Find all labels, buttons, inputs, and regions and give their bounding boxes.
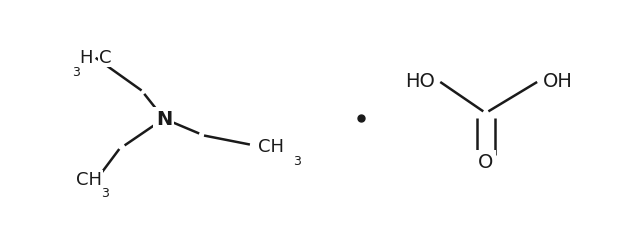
Text: CH: CH (76, 171, 102, 189)
Text: O: O (478, 152, 493, 171)
Text: 3: 3 (101, 187, 109, 200)
Text: N: N (156, 110, 172, 128)
Text: 3: 3 (293, 154, 301, 167)
Text: C: C (99, 49, 111, 67)
Text: HO: HO (405, 72, 435, 90)
Text: CH: CH (257, 137, 284, 155)
Text: H: H (79, 49, 93, 67)
Text: 3: 3 (72, 66, 80, 79)
Text: OH: OH (543, 72, 573, 90)
